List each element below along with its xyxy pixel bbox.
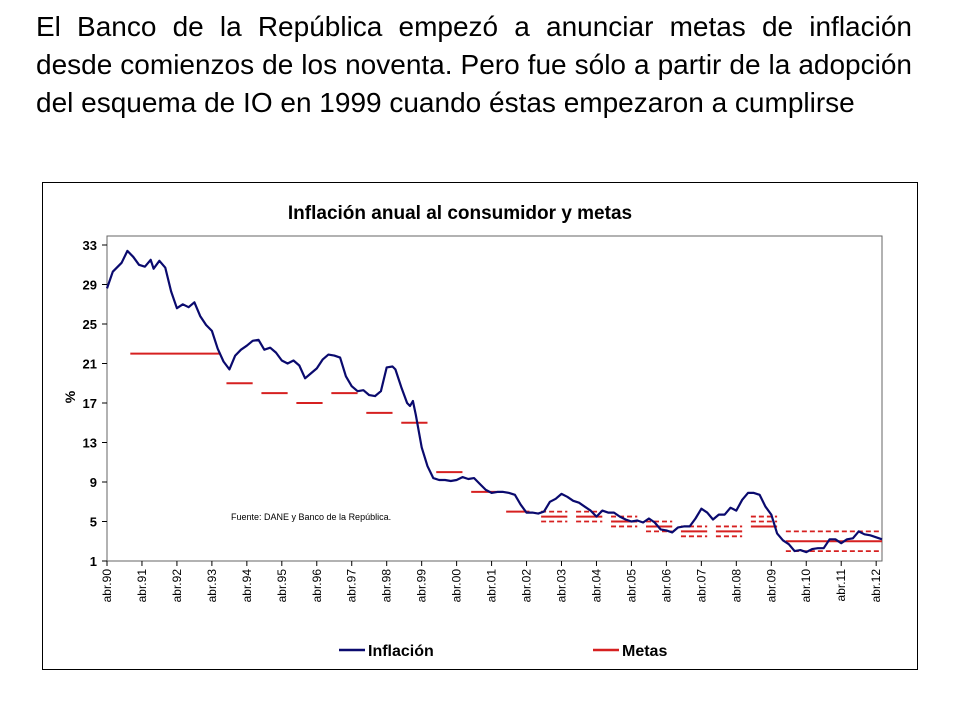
x-tick-label: abr.94 bbox=[240, 569, 254, 603]
y-tick-label: 9 bbox=[90, 475, 97, 490]
y-axis-label: % bbox=[62, 390, 78, 403]
x-tick-label: abr.11 bbox=[834, 569, 848, 602]
x-tick-label: abr.01 bbox=[485, 569, 499, 603]
inflation-series-line bbox=[105, 249, 883, 554]
x-tick-label: abr.07 bbox=[694, 569, 708, 603]
x-tick-label: abr.96 bbox=[310, 569, 324, 603]
slide-heading: El Banco de la República empezó a anunci… bbox=[36, 11, 912, 118]
legend: Inflación Metas bbox=[339, 643, 667, 660]
chart-frame: Inflación anual al consumidor y metas 1 5… bbox=[42, 182, 918, 670]
x-tick-label: abr.00 bbox=[450, 569, 464, 603]
x-tick-label: abr.91 bbox=[135, 569, 149, 603]
legend-label-targets: Metas bbox=[622, 643, 667, 660]
plot-area bbox=[106, 235, 883, 562]
x-tick-label: abr.10 bbox=[799, 569, 813, 603]
x-tick-label: abr.06 bbox=[659, 569, 673, 603]
chart-title: Inflación anual al consumidor y metas bbox=[288, 203, 632, 224]
x-tick-label: abr.12 bbox=[869, 569, 883, 603]
x-tick-label: abr.93 bbox=[205, 569, 219, 603]
y-tick-label: 17 bbox=[83, 396, 97, 411]
x-tick-label: abr.90 bbox=[100, 569, 114, 603]
x-tick-label: abr.08 bbox=[729, 569, 743, 603]
x-tick-label: abr.09 bbox=[764, 569, 778, 603]
x-tick-label: abr.03 bbox=[555, 569, 569, 603]
source-note: Fuente: DANE y Banco de la República. bbox=[231, 512, 391, 522]
x-tick-label: abr.04 bbox=[589, 569, 603, 603]
inflation-chart: Inflación anual al consumidor y metas 1 5… bbox=[62, 203, 883, 660]
y-tick-label: 13 bbox=[83, 436, 97, 451]
y-tick-label: 29 bbox=[83, 278, 97, 293]
legend-label-inflation: Inflación bbox=[368, 643, 434, 660]
y-axis: 1 5 9 13 17 21 25 29 33 bbox=[83, 238, 107, 569]
y-tick-label: 5 bbox=[90, 515, 97, 530]
x-tick-label: abr.99 bbox=[415, 569, 429, 603]
x-tick-label: abr.02 bbox=[520, 569, 534, 603]
x-tick-label: abr.95 bbox=[275, 569, 289, 603]
y-tick-label: 33 bbox=[83, 238, 97, 253]
y-tick-label: 25 bbox=[83, 317, 97, 332]
x-axis: abr.90 abr.91 abr.92 abr.93 abr.94 abr.95 abr.… bbox=[100, 561, 883, 602]
y-tick-label: 1 bbox=[90, 554, 97, 569]
y-tick-label: 21 bbox=[83, 357, 97, 372]
x-tick-label: abr.05 bbox=[624, 569, 638, 603]
x-tick-label: abr.97 bbox=[345, 569, 359, 603]
x-tick-label: abr.98 bbox=[380, 569, 394, 603]
x-tick-label: abr.92 bbox=[170, 569, 184, 603]
